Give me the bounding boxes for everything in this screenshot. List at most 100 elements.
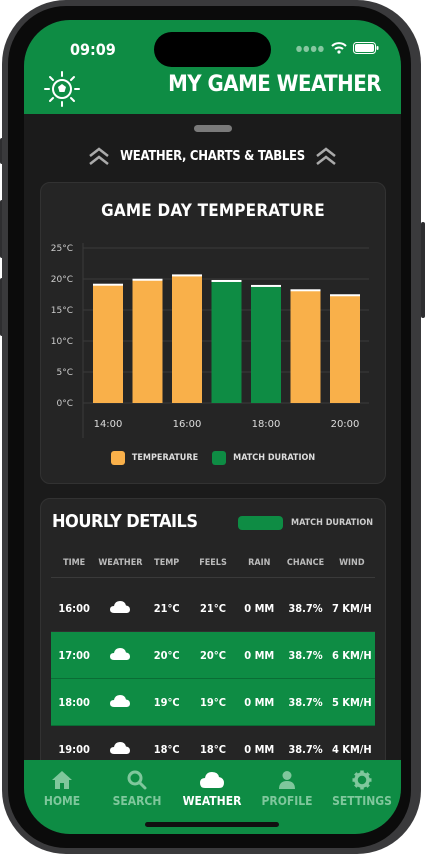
cell-feels: 21°C bbox=[199, 601, 226, 615]
cell-feels: 18°C bbox=[199, 742, 226, 756]
x-tick-label: 18:00 bbox=[252, 419, 281, 430]
cell-wind: 6 KM/H bbox=[331, 648, 372, 662]
cell-time: 19:00 bbox=[58, 742, 90, 756]
table-header-row: TIME WEATHER TEMP FEELS RAIN CHANCE WIND bbox=[51, 549, 375, 578]
tab-home[interactable]: HOME bbox=[27, 770, 97, 808]
cell-temp: 19°C bbox=[153, 695, 180, 709]
bar-cap bbox=[93, 283, 123, 286]
cell-feels: 20°C bbox=[199, 648, 226, 662]
home-icon bbox=[27, 770, 97, 790]
temperature-bar bbox=[93, 285, 123, 403]
home-indicator[interactable] bbox=[145, 822, 279, 827]
tab-weather[interactable]: WEATHER bbox=[177, 770, 247, 808]
temperature-bar bbox=[251, 286, 281, 403]
bar-cap bbox=[132, 278, 163, 281]
column-header-temp[interactable]: TEMP bbox=[154, 558, 180, 568]
temperature-bar bbox=[290, 290, 321, 403]
column-header-feels[interactable]: FEELS bbox=[199, 558, 227, 568]
temperature-bar-chart: 0°C 5°C 10°C 15°C 20°C 25°C 14:00 16:00 18:00 20:… bbox=[51, 243, 386, 438]
cloud-icon bbox=[177, 770, 247, 790]
cell-temp: 18°C bbox=[153, 742, 180, 756]
table-row[interactable]: 16:00 21°C 21°C 0 MM 38.7% 7 KM/H bbox=[51, 585, 375, 632]
gear-icon bbox=[327, 770, 397, 790]
bars bbox=[93, 274, 386, 403]
temperature-bar bbox=[211, 281, 242, 403]
y-tick-label: 0°C bbox=[56, 399, 73, 409]
match-duration-legend: MATCH DURATION bbox=[238, 516, 373, 530]
battery-icon bbox=[353, 42, 379, 54]
cell-temp: 21°C bbox=[153, 601, 180, 615]
cloud-icon bbox=[97, 600, 143, 617]
x-tick-label: 20:00 bbox=[331, 419, 360, 430]
status-icons: ●●●● bbox=[296, 42, 379, 54]
app-header: 09:09 ●●●● bbox=[24, 20, 401, 114]
cell-wind: 7 KM/H bbox=[331, 601, 372, 615]
cell-rain: 0 MM bbox=[244, 742, 275, 756]
chevron-up-double-icon bbox=[316, 147, 336, 165]
column-header-time[interactable]: TIME bbox=[63, 558, 86, 568]
bar-cap bbox=[330, 294, 360, 297]
column-header-rain[interactable]: RAIN bbox=[248, 558, 271, 568]
legend-swatch-match-duration bbox=[212, 451, 227, 465]
x-tick-label: 14:00 bbox=[94, 419, 123, 430]
cell-temp: 20°C bbox=[153, 648, 180, 662]
tab-settings[interactable]: SETTINGS bbox=[327, 770, 397, 808]
status-time: 09:09 bbox=[70, 40, 116, 59]
sheet-drag-handle[interactable] bbox=[194, 125, 232, 132]
cell-time: 18:00 bbox=[58, 695, 90, 709]
tab-label: HOME bbox=[43, 794, 81, 808]
y-tick-label: 20°C bbox=[51, 275, 73, 285]
tab-label: SETTINGS bbox=[332, 794, 392, 808]
table-row[interactable]: 17:00 20°C 20°C 0 MM 38.7% 6 KM/H bbox=[51, 632, 375, 679]
tab-search[interactable]: SEARCH bbox=[102, 770, 172, 808]
cell-feels: 19°C bbox=[199, 695, 226, 709]
cloud-icon bbox=[97, 741, 143, 758]
y-tick-label: 15°C bbox=[51, 306, 73, 316]
chevron-up-double-icon bbox=[89, 147, 109, 165]
cell-rain: 0 MM bbox=[244, 648, 275, 662]
legend-item-match-duration: MATCH DURATION bbox=[212, 451, 315, 465]
dynamic-island bbox=[154, 32, 271, 67]
tab-label: PROFILE bbox=[261, 794, 313, 808]
match-duration-swatch bbox=[238, 516, 284, 530]
temperature-bar bbox=[172, 275, 202, 403]
match-duration-label: MATCH DURATION bbox=[291, 518, 373, 528]
app-title: MY GAME WEATHER bbox=[168, 72, 381, 97]
y-tick-label: 5°C bbox=[56, 368, 73, 378]
temperature-chart-card: GAME DAY TEMPERATURE 0°C 5°C 10°C 15°C 20°C 2… bbox=[40, 182, 386, 484]
tab-label: SEARCH bbox=[112, 794, 162, 808]
cloud-icon bbox=[97, 647, 143, 664]
column-header-chance[interactable]: CHANCE bbox=[286, 558, 325, 568]
temperature-bar bbox=[330, 295, 360, 403]
bar-cap bbox=[370, 299, 386, 301]
search-icon bbox=[102, 770, 172, 790]
tab-profile[interactable]: PROFILE bbox=[252, 770, 322, 808]
table-row[interactable]: 18:00 19°C 19°C 0 MM 38.7% 5 KM/H bbox=[51, 679, 375, 726]
bar-cap bbox=[172, 274, 202, 277]
cell-wind: 4 KM/H bbox=[331, 742, 372, 756]
bar-cap bbox=[290, 289, 321, 292]
x-tick-label: 16:00 bbox=[173, 419, 202, 430]
column-header-weather[interactable]: WEATHER bbox=[98, 558, 143, 568]
legend-item-temperature: TEMPERATURE bbox=[110, 451, 198, 465]
cell-chance: 38.7% bbox=[288, 648, 323, 662]
cell-chance: 38.7% bbox=[288, 695, 323, 709]
power-button bbox=[421, 222, 425, 318]
signal-icon: ●●●● bbox=[295, 43, 325, 53]
wifi-icon bbox=[331, 42, 347, 54]
tab-label: WEATHER bbox=[182, 794, 242, 808]
y-tick-label: 10°C bbox=[51, 337, 73, 347]
temperature-bar bbox=[132, 280, 163, 403]
table-body: 16:00 21°C 21°C 0 MM 38.7% 7 KM/H 17:00 20°C 20°… bbox=[51, 585, 375, 773]
cell-rain: 0 MM bbox=[244, 695, 275, 709]
section-title: WEATHER, CHARTS & TABLES bbox=[120, 148, 305, 164]
temperature-bar bbox=[370, 300, 386, 403]
column-header-wind[interactable]: WIND bbox=[339, 558, 365, 568]
chart-legend: TEMPERATURE MATCH DURATION bbox=[41, 451, 385, 465]
sun-soccer-ball-icon[interactable] bbox=[42, 69, 82, 109]
chart-title: GAME DAY TEMPERATURE bbox=[101, 201, 325, 221]
bottom-tab-bar: HOME SEARCH WEATHER PROFILE SETTINGS bbox=[24, 760, 401, 834]
section-header[interactable]: WEATHER, CHARTS & TABLES bbox=[24, 144, 401, 168]
cell-rain: 0 MM bbox=[244, 601, 275, 615]
legend-swatch-temperature bbox=[110, 451, 125, 465]
